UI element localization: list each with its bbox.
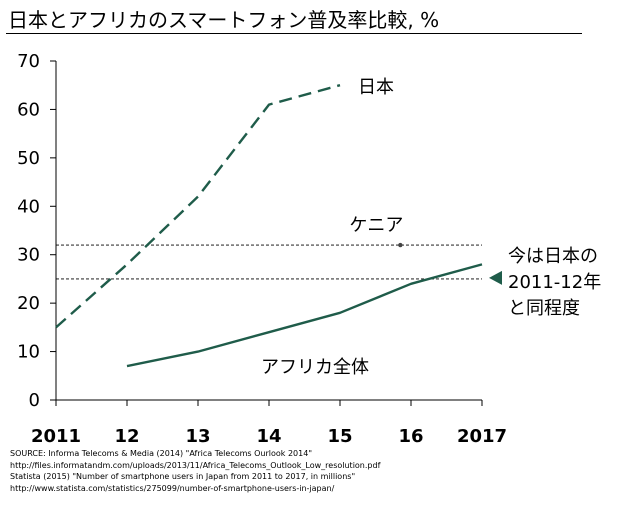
kenya-point [398, 242, 403, 248]
source-line: SOURCE: Informa Telecoms & Media (2014) … [10, 449, 312, 458]
pointer-triangle-icon [489, 270, 502, 285]
line-chart: 0 10 20 30 40 50 60 70 2011 12 13 14 15 16 2017 日本ケニアアフ… [17, 51, 601, 445]
y-tick-label: 10 [17, 342, 40, 363]
source-line: http://www.statista.com/statistics/27509… [10, 483, 335, 493]
y-tick-label: 60 [17, 99, 40, 120]
y-tick-label: 70 [17, 51, 40, 72]
x-tick-label: 2011 [31, 426, 81, 445]
africa-series-line [126, 263, 483, 368]
side-note-line: 2011-12年 [508, 272, 601, 293]
y-tick-label: 0 [29, 390, 40, 411]
x-tick-label: 12 [114, 426, 139, 445]
y-tick-label: 50 [17, 148, 40, 169]
x-tick-label: 16 [398, 426, 423, 445]
source-notes: SOURCE: Informa Telecoms & Media (2014) … [10, 448, 380, 494]
title-underline [6, 33, 582, 34]
y-tick-label: 30 [17, 245, 40, 266]
x-tick-label: 2017 [457, 426, 507, 445]
chart-title: 日本とアフリカのスマートフォン普及率比較, % [8, 8, 440, 32]
y-tick-label: 20 [17, 293, 40, 314]
japan-label: 日本 [358, 77, 394, 98]
japan-series-line [55, 84, 341, 329]
y-tick-label: 40 [17, 196, 40, 217]
source-line: http://files.informatandm.com/uploads/20… [10, 460, 381, 470]
side-note-line: と同程度 [508, 298, 580, 319]
kenya-label: ケニア [349, 215, 403, 236]
x-tick-label: 15 [327, 426, 352, 445]
x-tick-label: 13 [185, 426, 210, 445]
side-note-line: 今は日本の [508, 246, 598, 267]
source-line: Statista (2015) "Number of smartphone us… [10, 472, 356, 481]
africa-label: アフリカ全体 [261, 357, 369, 378]
x-tick-label: 14 [256, 426, 281, 445]
